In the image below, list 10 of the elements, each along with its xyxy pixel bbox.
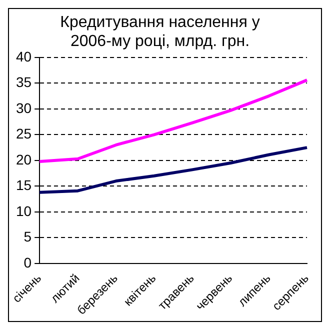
chart-title: Кредитування населення у 2006-му році, млрд. грн. [60,14,260,50]
y-tick-label: 40 [16,48,32,64]
y-tick-label: 10 [16,202,32,219]
y-tick-label: 5 [24,228,32,245]
y-tick-label: 20 [16,151,32,168]
y-tick-label: 30 [16,100,32,116]
y-tick-label: 35 [16,74,32,90]
y-tick-label: 15 [16,177,32,194]
y-tick-label: 25 [16,126,32,142]
y-tick-label: 0 [24,254,32,270]
